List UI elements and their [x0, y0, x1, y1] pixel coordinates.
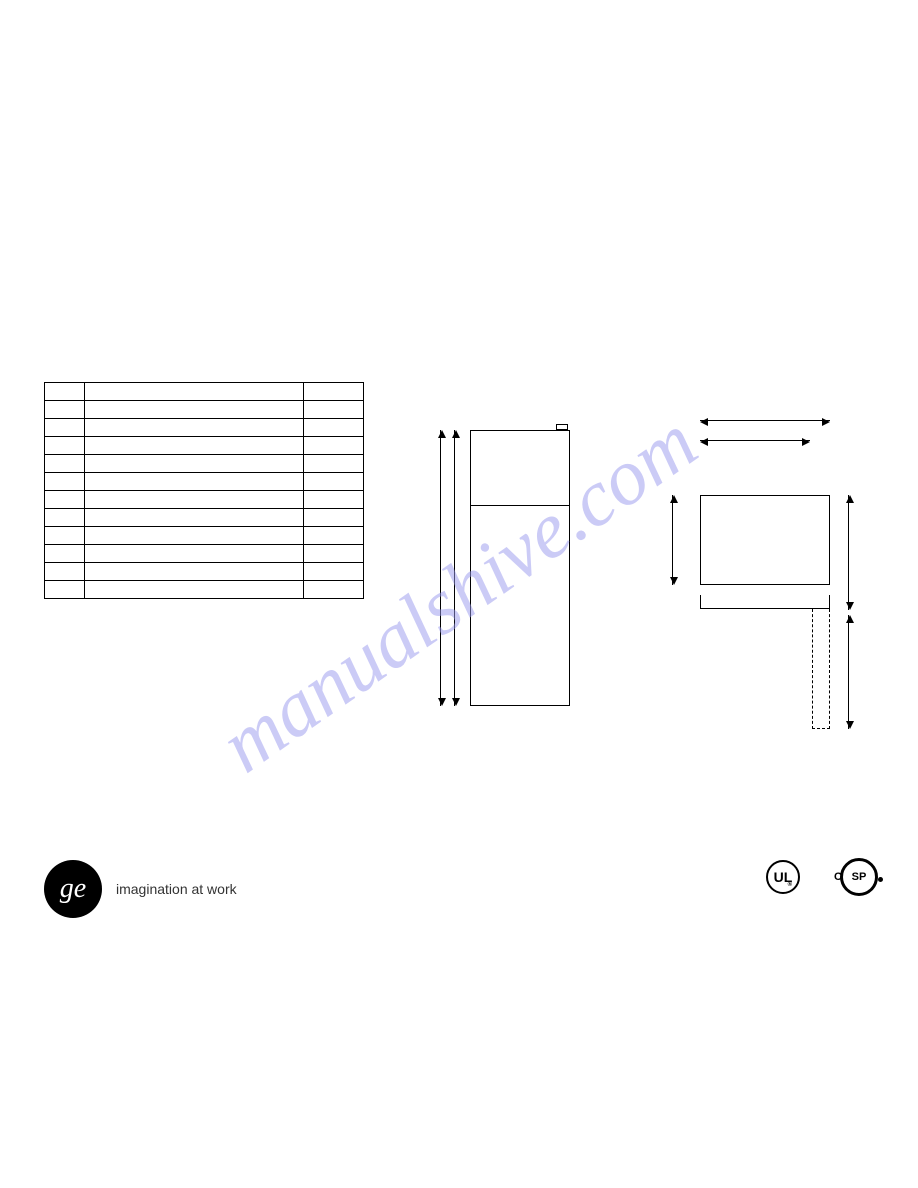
ge-logo-text: ge	[60, 873, 86, 905]
dimension-line-depth-cabinet	[672, 495, 673, 585]
dimension-line-height-inner	[454, 430, 455, 706]
table-row	[45, 455, 364, 473]
fridge-front-diagram	[440, 420, 600, 706]
csa-prefix: C	[834, 871, 842, 883]
cabinet-door-open-dashed	[812, 609, 830, 729]
dimension-line-width-outer	[700, 420, 830, 421]
table-row	[45, 563, 364, 581]
table-row	[45, 383, 364, 401]
csa-label: SP	[852, 871, 867, 883]
table-row	[45, 581, 364, 599]
dimension-line-height-outer	[440, 430, 441, 706]
ge-tagline: imagination at work	[116, 881, 237, 897]
csa-dot-icon	[878, 877, 883, 882]
fridge-top-diagram	[690, 420, 890, 740]
table-row	[45, 491, 364, 509]
table-row	[45, 545, 364, 563]
ge-logo-icon: ge	[44, 860, 102, 918]
certification-badges: UL ® C SP	[766, 858, 878, 896]
table-row	[45, 473, 364, 491]
table-row	[45, 437, 364, 455]
ul-badge-icon: UL ®	[766, 860, 800, 894]
dimension-line-width-inner	[700, 440, 810, 441]
ul-registered-mark: ®	[788, 882, 792, 888]
fridge-body-outline	[470, 430, 570, 706]
fridge-freezer-divider	[470, 505, 570, 506]
dimension-line-depth-dooropen	[848, 615, 849, 729]
table-row	[45, 509, 364, 527]
table-row	[45, 401, 364, 419]
table-row	[45, 527, 364, 545]
cabinet-door-closed	[700, 595, 830, 609]
csa-badge-icon: C SP	[840, 858, 878, 896]
spec-table	[44, 382, 364, 599]
dimension-line-depth-withdoor	[848, 495, 849, 610]
table-row	[45, 419, 364, 437]
cabinet-top-outline	[700, 495, 830, 585]
footer-logo-block: ge imagination at work	[44, 860, 237, 918]
